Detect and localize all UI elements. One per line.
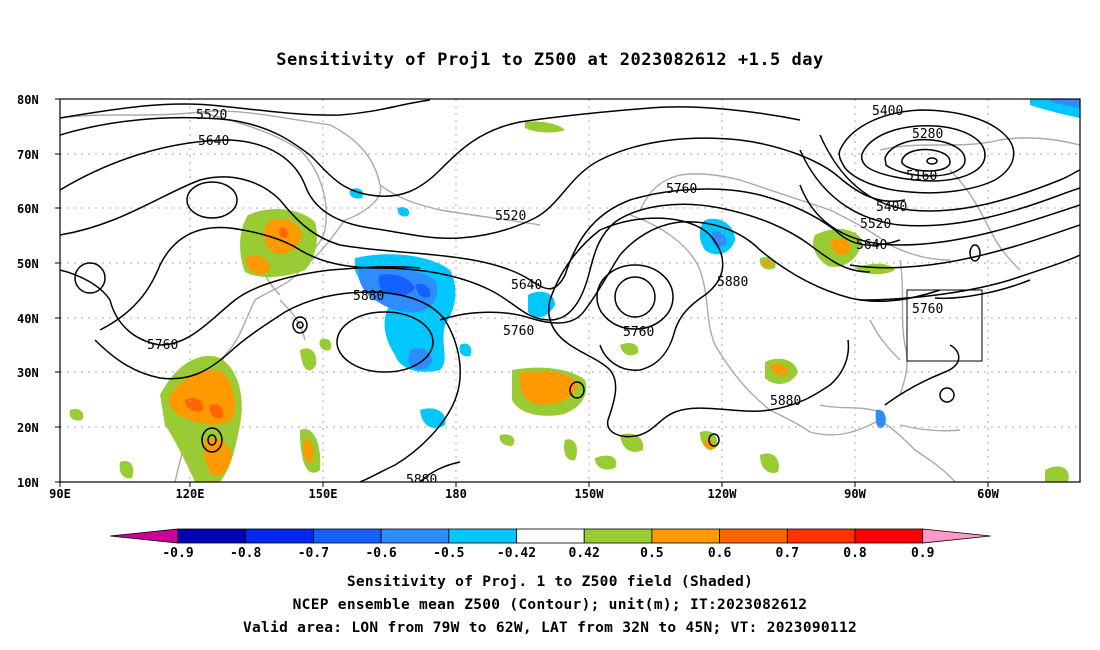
colorbar-segment <box>583 528 653 544</box>
lon-axis: 90E 120E 150E 180 150W 120W 90W 60W <box>49 487 999 501</box>
colorbar-tick-label: 0.9 <box>911 546 934 561</box>
lon-tick-label: 180 <box>445 487 467 501</box>
contour-label: 5520 <box>495 209 526 224</box>
contour-label: 5640 <box>856 238 887 253</box>
contour-label: 5520 <box>196 108 227 123</box>
map-title: Sensitivity of Proj1 to Z500 at 20230826… <box>276 50 824 70</box>
coastlines <box>60 110 1080 482</box>
colorbar-segment <box>786 528 856 544</box>
contour-label: 5520 <box>860 217 891 232</box>
plot-frame <box>59 98 1081 483</box>
lat-tick-label: 70N <box>17 148 39 162</box>
contour-labels: 5520 5640 5520 5760 5400 5280 5160 5400 … <box>147 104 943 488</box>
colorbar-segment <box>448 528 517 544</box>
contour-label: 5400 <box>872 104 903 119</box>
colorbar-segment <box>177 528 247 544</box>
colorbar-tick-label: 0.7 <box>776 546 799 561</box>
lat-tick-label: 10N <box>17 476 39 490</box>
lon-tick-label: 150W <box>575 487 605 501</box>
contour-label: 5760 <box>503 324 534 339</box>
lon-tick-label: 60W <box>977 487 999 501</box>
z500-contours <box>60 99 1080 482</box>
lon-tick-label: 90W <box>844 487 866 501</box>
colorbar-tick-label: 0.5 <box>640 546 663 561</box>
caption-line-2: NCEP ensemble mean Z500 (Contour); unit(… <box>292 597 808 613</box>
contour-label: 5880 <box>406 473 437 488</box>
lat-tick-label: 40N <box>17 312 39 326</box>
colorbar-tick-label: 0.6 <box>708 546 732 561</box>
lat-tick-label: 80N <box>17 93 39 107</box>
contour-label: 5880 <box>770 394 801 409</box>
lon-tick-label: 150E <box>309 487 338 501</box>
lat-tick-label: 60N <box>17 202 39 216</box>
colorbar: -0.9 -0.8 -0.7 -0.6 -0.5 -0.42 0.42 0.5 0.6 0.7 0.… <box>109 528 991 561</box>
colorbar-tick-label: -0.8 <box>230 546 261 561</box>
contour-label: 5760 <box>912 302 943 317</box>
contour-label: 5280 <box>912 127 943 142</box>
colorbar-tick-label: -0.6 <box>365 546 396 561</box>
lat-axis: 80N 70N 60N 50N 40N 30N 20N 10N <box>17 93 39 490</box>
colorbar-tick-label: -0.9 <box>162 546 193 561</box>
lon-tick-label: 120E <box>176 487 205 501</box>
colorbar-left-arrow <box>109 528 179 544</box>
lon-tick-label: 120W <box>708 487 738 501</box>
contour-label: 5400 <box>876 200 907 215</box>
colorbar-segment <box>312 528 382 544</box>
colorbar-segment <box>651 528 721 544</box>
caption-line-3: Valid area: LON from 79W to 62W, LAT fro… <box>242 620 858 636</box>
colorbar-segment <box>380 528 450 544</box>
contour-label: 5160 <box>906 169 937 184</box>
valid-area-box <box>906 289 983 362</box>
lon-tick-label: 90E <box>49 487 71 501</box>
colorbar-tick-label: 0.8 <box>843 546 867 561</box>
colorbar-segment <box>854 528 924 544</box>
contour-label: 5760 <box>623 325 654 340</box>
colorbar-tick-label: -0.42 <box>497 546 536 561</box>
lat-tick-label: 20N <box>17 421 39 435</box>
colorbar-segment <box>719 528 788 544</box>
colorbar-right-arrow <box>922 528 991 544</box>
contour-label: 5640 <box>198 134 229 149</box>
contour-label: 5640 <box>511 278 542 293</box>
caption-line-1: Sensitivity of Proj. 1 to Z500 field (Sh… <box>346 574 754 590</box>
colorbar-tick-label: 0.42 <box>569 546 600 561</box>
lat-tick-label: 30N <box>17 366 39 380</box>
colorbar-tick-label: -0.5 <box>433 546 464 561</box>
sensitivity-shading <box>69 99 1080 482</box>
grid <box>60 99 1080 482</box>
colorbar-tick-label: -0.7 <box>298 546 329 561</box>
contour-label: 5760 <box>666 182 697 197</box>
contour-label: 5880 <box>717 275 748 290</box>
contour-label: 5760 <box>147 338 178 353</box>
lat-tick-label: 50N <box>17 257 39 271</box>
colorbar-segment <box>245 528 314 544</box>
contour-label: 5880 <box>353 289 384 304</box>
colorbar-segment <box>516 528 585 544</box>
